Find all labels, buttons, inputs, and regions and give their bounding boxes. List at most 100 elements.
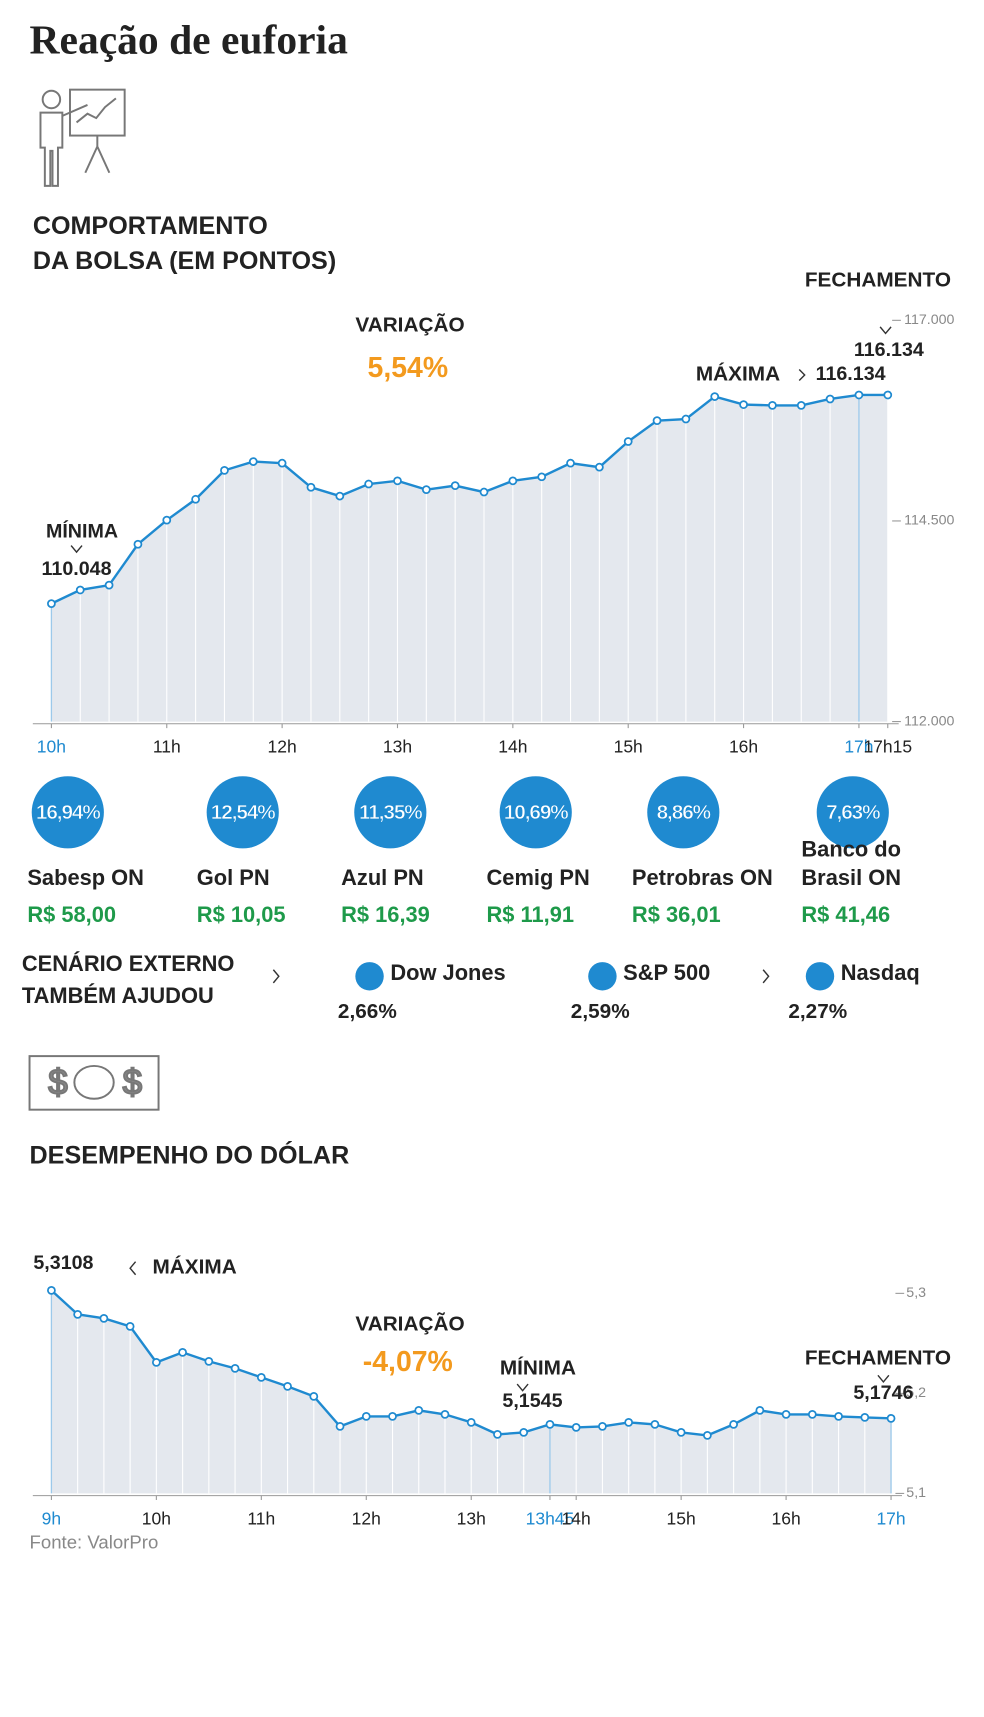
point (886, 1414, 896, 1423)
stock-name: Banco do (801, 836, 901, 861)
point (466, 1418, 476, 1427)
point (248, 457, 258, 466)
point (493, 1430, 502, 1439)
annotation: VARIAÇÃO (355, 1313, 464, 1336)
point (73, 1309, 83, 1319)
point (283, 1382, 292, 1391)
point (99, 1313, 109, 1323)
point (204, 1357, 214, 1366)
point (729, 1420, 738, 1429)
point (47, 599, 56, 608)
point (47, 1285, 56, 1295)
index-change: 2,27% (788, 1000, 847, 1023)
point (652, 416, 662, 426)
source: Fonte: ValorPro (30, 1532, 159, 1553)
stock-name: Gol PN (197, 865, 270, 890)
annotation: FECHAMENTO (805, 1346, 951, 1369)
x-tick-label: 9h (42, 1508, 61, 1528)
point (191, 494, 200, 504)
point (230, 1364, 240, 1373)
annotation: 5,1545 (502, 1390, 562, 1412)
point (306, 482, 316, 492)
point (421, 485, 431, 495)
chart-title: DA BOLSA (EM PONTOS) (33, 247, 336, 275)
point (681, 414, 691, 424)
chevrons (70, 326, 892, 1392)
y-tick-label: 5,2 (906, 1385, 926, 1401)
point (598, 1422, 607, 1431)
point (883, 390, 893, 400)
point (703, 1431, 712, 1440)
stock-change: 7,63% (826, 801, 880, 824)
point (537, 472, 547, 482)
stock-price: R$ 10,05 (197, 902, 286, 927)
annotation: 110.048 (42, 558, 112, 580)
stock-change: 10,69% (504, 801, 568, 824)
index-dot (805, 962, 835, 991)
point (566, 458, 575, 468)
annotation: 5,54% (368, 352, 449, 384)
stock-change: 12,54% (211, 801, 275, 824)
x-tick-label: 17h15 (863, 736, 912, 756)
x-tick-label: 13h45 (526, 1508, 575, 1528)
svg-text:$: $ (48, 1063, 67, 1102)
stock-name: Azul PN (341, 865, 424, 890)
point (388, 1412, 397, 1421)
point (133, 539, 143, 549)
stock-name: Cemig PN (487, 865, 590, 890)
stock-circle (499, 776, 572, 849)
point (335, 1422, 345, 1431)
point (104, 580, 114, 590)
x-tick-label: 10h (37, 736, 66, 756)
point (364, 479, 374, 489)
point (594, 462, 604, 472)
point (739, 400, 748, 409)
x-tick-label: 10h (142, 1508, 171, 1528)
point (676, 1428, 686, 1437)
point (650, 1420, 660, 1429)
point (178, 1348, 187, 1357)
stock-price: R$ 58,00 (27, 902, 116, 927)
point (414, 1406, 424, 1415)
point (450, 481, 460, 491)
external-label: CENÁRIO EXTERNO (22, 951, 235, 976)
chart-title: COMPORTAMENTO (33, 212, 268, 240)
stock-circle (206, 776, 279, 849)
point (710, 392, 720, 401)
x-tick-label: 15h (667, 1508, 696, 1528)
index-change: 2,59% (571, 1000, 630, 1023)
stock-change: 8,86% (657, 801, 711, 824)
point (440, 1410, 450, 1419)
dollar-icon: $ $ (28, 1055, 160, 1111)
y-tick-label: 117.000 (904, 312, 954, 328)
index-name: Dow Jones (390, 960, 505, 985)
stock-circle (31, 776, 104, 849)
x-tick-label: 12h (268, 736, 297, 756)
line (50, 393, 888, 605)
point (277, 458, 287, 468)
point (479, 487, 489, 497)
x-tick-label: 17h (844, 736, 873, 756)
point (75, 585, 85, 595)
point (807, 1410, 817, 1419)
x-tick-label: 14h (498, 736, 527, 756)
point (162, 515, 172, 525)
annotation: MÍNIMA (46, 520, 118, 543)
y-tick-label: 112.000 (904, 713, 954, 729)
stock-circle (647, 776, 720, 849)
point (624, 1418, 634, 1427)
point (545, 1420, 555, 1429)
x-tick-label: 11h (153, 736, 181, 756)
x-tick-label: 11h (247, 1508, 275, 1528)
x-tick-label: 13h (383, 736, 412, 756)
annotation: FECHAMENTO (805, 268, 951, 291)
index-change: 2,66% (338, 1000, 397, 1023)
point (768, 401, 777, 410)
annotation: 116.134 (816, 363, 886, 385)
point (623, 437, 633, 446)
index-name: Nasdaq (841, 960, 920, 985)
area (51, 394, 888, 722)
stock-circle (354, 776, 427, 849)
point (125, 1321, 135, 1331)
